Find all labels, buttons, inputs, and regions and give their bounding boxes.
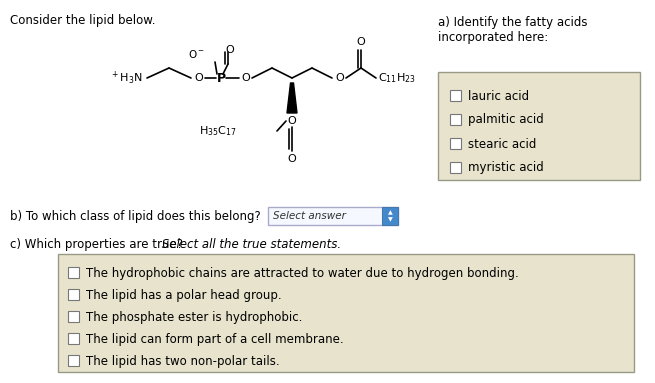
Text: Consider the lipid below.: Consider the lipid below. <box>10 14 155 27</box>
Bar <box>382 207 398 225</box>
Text: P: P <box>216 72 225 85</box>
Bar <box>68 311 79 322</box>
Bar <box>450 90 461 101</box>
Text: O: O <box>335 73 344 83</box>
Text: O$^-$: O$^-$ <box>188 48 205 60</box>
Text: palmitic acid: palmitic acid <box>468 113 544 126</box>
Text: The lipid can form part of a cell membrane.: The lipid can form part of a cell membra… <box>86 332 344 345</box>
Text: The phosphate ester is hydrophobic.: The phosphate ester is hydrophobic. <box>86 311 303 324</box>
Text: The lipid has a polar head group.: The lipid has a polar head group. <box>86 288 282 301</box>
Text: C$_{11}$H$_{23}$: C$_{11}$H$_{23}$ <box>378 71 416 85</box>
Text: c) Which properties are true?: c) Which properties are true? <box>10 238 183 251</box>
Text: Select answer: Select answer <box>273 211 346 221</box>
Bar <box>450 114 461 125</box>
Text: a) Identify the fatty acids
incorporated here:: a) Identify the fatty acids incorporated… <box>438 16 588 44</box>
Text: The lipid has two non-polar tails.: The lipid has two non-polar tails. <box>86 355 280 368</box>
Text: ▼: ▼ <box>388 218 392 223</box>
Bar <box>450 138 461 149</box>
Bar <box>438 72 640 180</box>
Text: O: O <box>194 73 203 83</box>
Text: b) To which class of lipid does this belong?: b) To which class of lipid does this bel… <box>10 210 261 223</box>
Text: ▲: ▲ <box>388 211 392 216</box>
Text: Select all the true statements.: Select all the true statements. <box>158 238 341 251</box>
Text: O: O <box>288 154 296 164</box>
Text: O: O <box>356 37 365 47</box>
Bar <box>58 254 634 372</box>
Bar <box>68 333 79 344</box>
Text: H$_{35}$C$_{17}$: H$_{35}$C$_{17}$ <box>199 124 237 138</box>
Bar <box>450 162 461 173</box>
Bar <box>68 289 79 300</box>
Text: O: O <box>288 116 296 126</box>
Text: O: O <box>241 73 250 83</box>
Bar <box>68 267 79 278</box>
Bar <box>68 355 79 366</box>
Text: stearic acid: stearic acid <box>468 137 536 151</box>
Text: The hydrophobic chains are attracted to water due to hydrogen bonding.: The hydrophobic chains are attracted to … <box>86 267 519 280</box>
Text: myristic acid: myristic acid <box>468 162 544 175</box>
Text: lauric acid: lauric acid <box>468 90 529 103</box>
Text: $^+$H$_3$N: $^+$H$_3$N <box>110 69 143 87</box>
Text: O: O <box>225 45 234 55</box>
Polygon shape <box>287 83 297 113</box>
Bar <box>268 207 398 225</box>
